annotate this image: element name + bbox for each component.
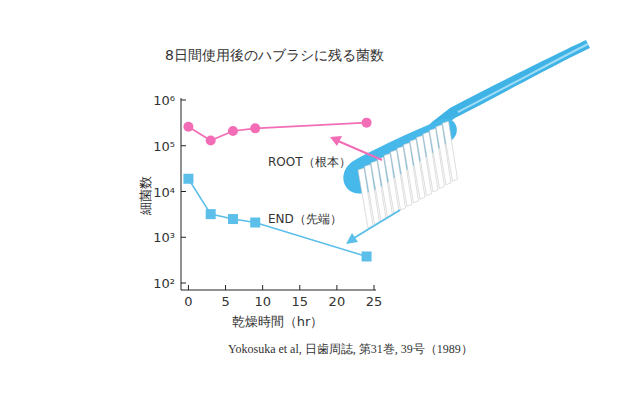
y-tick: [181, 283, 186, 284]
x-axis-label: 乾燥時間（hr）: [232, 314, 324, 329]
y-tick-label: 10⁴: [153, 185, 175, 200]
marker: [206, 136, 216, 146]
x-tick-label: 0: [184, 294, 192, 309]
x-tick: [225, 285, 226, 290]
series-label: ROOT（根本）: [268, 155, 351, 169]
y-tick: [181, 191, 186, 192]
marker: [206, 209, 216, 219]
y-axis: [181, 98, 182, 290]
marker: [183, 122, 193, 132]
title: 8日間使用後のハブラシに残る菌数: [165, 47, 384, 63]
toothbrush: [343, 40, 590, 228]
marker: [362, 251, 372, 261]
source: Yokosuka et al, 日歯周誌, 第31巻, 39号（1989）: [228, 342, 473, 356]
marker: [362, 118, 372, 128]
x-tick-label: 25: [366, 294, 383, 309]
brush-highlight: [458, 44, 588, 112]
series-line: [188, 179, 366, 257]
y-tick: [181, 237, 186, 238]
x-tick-label: 15: [291, 294, 308, 309]
y-tick-label: 10³: [153, 230, 175, 245]
chart: 8日間使用後のハブラシに残る菌数 10² 10³ 10⁴ 10⁵ 10⁶ 0 5 10 15 20 2…: [0, 0, 635, 396]
series-label: END（先端）: [268, 212, 342, 226]
y-tick: [181, 145, 186, 146]
x-tick: [374, 285, 375, 290]
plot-area: [183, 118, 371, 262]
arrow-root-head: [330, 136, 342, 146]
y-tick-label: 10⁵: [153, 139, 175, 154]
marker: [228, 126, 238, 136]
x-tick-label: 5: [221, 294, 229, 309]
x-tick: [188, 285, 189, 290]
y-tick-label: 10²: [153, 276, 175, 291]
x-tick-label: 10: [254, 294, 271, 309]
y-axis-label: 細菌数: [138, 176, 153, 216]
x-tick: [262, 285, 263, 290]
x-tick: [299, 285, 300, 290]
x-axis: [181, 290, 376, 291]
arrow-end-head: [346, 233, 358, 244]
marker: [250, 123, 260, 133]
marker: [183, 174, 193, 184]
brush-handle: [429, 40, 590, 131]
marker: [250, 218, 260, 228]
bristle: [443, 121, 458, 181]
marker: [228, 214, 238, 224]
y-tick-label: 10⁶: [153, 93, 175, 108]
y-tick: [181, 100, 186, 101]
x-tick: [336, 285, 337, 290]
x-tick-label: 20: [329, 294, 346, 309]
arrow-end: [354, 210, 400, 238]
